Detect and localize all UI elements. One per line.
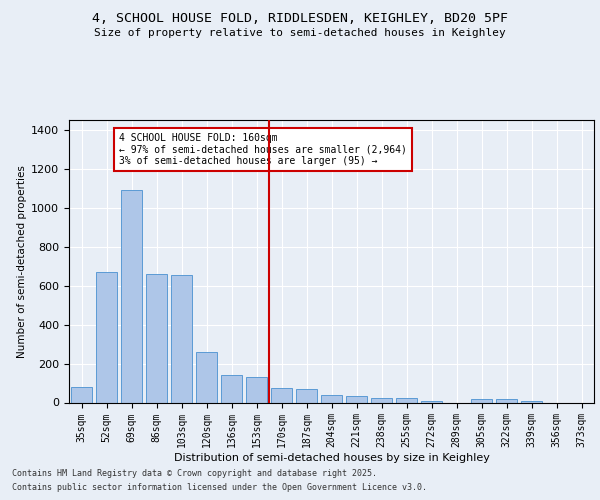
Bar	[246, 377, 267, 402]
Bar	[521, 401, 542, 402]
Bar	[221, 375, 242, 402]
Bar	[421, 401, 442, 402]
Bar	[171, 275, 192, 402]
Bar	[346, 396, 367, 402]
Text: Size of property relative to semi-detached houses in Keighley: Size of property relative to semi-detach…	[94, 28, 506, 38]
Bar	[196, 352, 217, 403]
Bar	[371, 398, 392, 402]
Bar	[396, 398, 417, 402]
Bar	[146, 274, 167, 402]
Bar	[121, 190, 142, 402]
Bar	[296, 389, 317, 402]
Bar	[321, 395, 342, 402]
Text: 4 SCHOOL HOUSE FOLD: 160sqm
← 97% of semi-detached houses are smaller (2,964)
3%: 4 SCHOOL HOUSE FOLD: 160sqm ← 97% of sem…	[119, 132, 407, 166]
Bar	[471, 399, 492, 402]
Bar	[271, 388, 292, 402]
Text: Contains HM Land Registry data © Crown copyright and database right 2025.: Contains HM Land Registry data © Crown c…	[12, 468, 377, 477]
Bar	[71, 387, 92, 402]
Y-axis label: Number of semi-detached properties: Number of semi-detached properties	[17, 165, 27, 358]
Text: Contains public sector information licensed under the Open Government Licence v3: Contains public sector information licen…	[12, 484, 427, 492]
X-axis label: Distribution of semi-detached houses by size in Keighley: Distribution of semi-detached houses by …	[173, 453, 490, 463]
Bar	[496, 399, 517, 402]
Text: 4, SCHOOL HOUSE FOLD, RIDDLESDEN, KEIGHLEY, BD20 5PF: 4, SCHOOL HOUSE FOLD, RIDDLESDEN, KEIGHL…	[92, 12, 508, 26]
Bar	[96, 272, 117, 402]
